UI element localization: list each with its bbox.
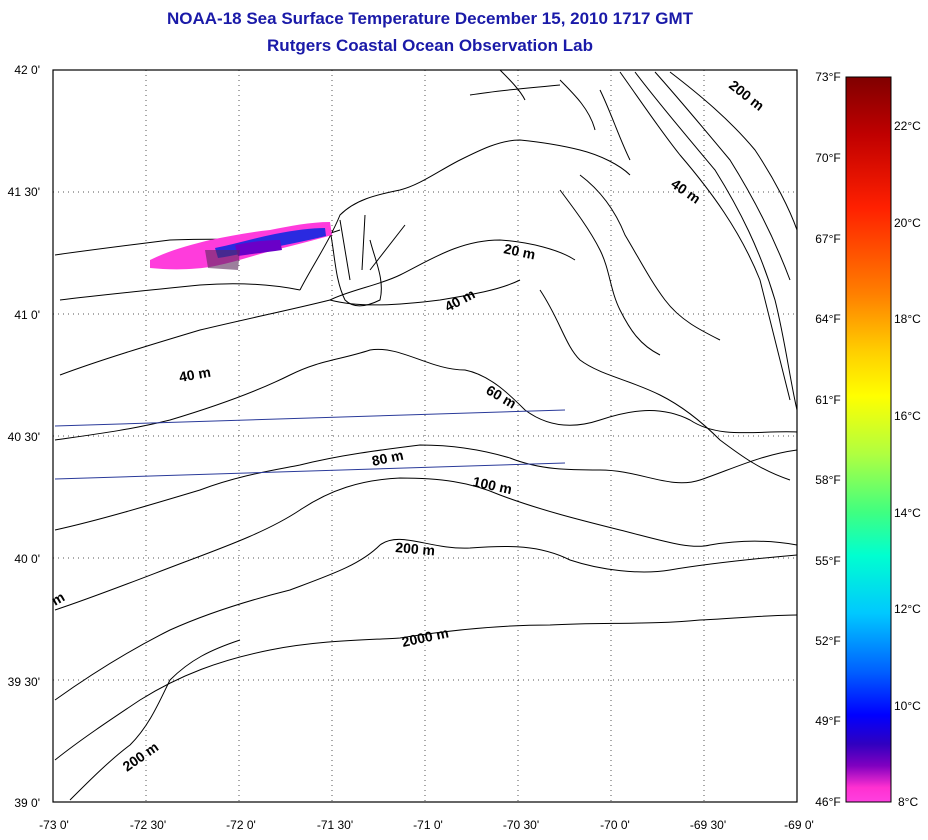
- contour-label-40m-ne: 40 m: [668, 175, 703, 206]
- colorbar-f-46: 46°F: [815, 795, 841, 809]
- colorbar-c-22: 22°C: [894, 119, 921, 133]
- colorbar-f-58: 58°F: [815, 473, 841, 487]
- colorbar-c-18: 18°C: [894, 312, 921, 326]
- lon-label-70-30: -70 30': [502, 818, 540, 832]
- contour-label-100m: 100 m: [471, 473, 513, 497]
- colorbar-c-8: 8°C: [898, 795, 919, 809]
- contour-label-m-edge: m: [49, 589, 68, 609]
- contour-label-200m-sw: 200 m: [120, 739, 162, 775]
- colorbar-c-10: 10°C: [894, 699, 921, 713]
- contour-label-2000m: 2000 m: [400, 624, 450, 650]
- colorbar-f-61: 61°F: [815, 393, 841, 407]
- lat-label-41-30: 41 30': [7, 185, 40, 199]
- contour-label-80m: 80 m: [370, 447, 405, 469]
- colorbar-f-73: 73°F: [815, 70, 841, 84]
- colorbar-c-16: 16°C: [894, 409, 921, 423]
- contour-label-40m-mid: 40 m: [442, 286, 478, 315]
- lon-label-72-30: -72 30': [129, 818, 167, 832]
- contour-label-40m-west: 40 m: [178, 364, 212, 385]
- lat-label-42: 42 0': [14, 63, 40, 77]
- colorbar-c-20: 20°C: [894, 216, 921, 230]
- colorbar-f-70: 70°F: [815, 151, 841, 165]
- contour-label-20m: 20 m: [502, 240, 537, 262]
- contour-label-60m: 60 m: [484, 382, 520, 412]
- lat-label-40-30: 40 30': [7, 430, 40, 444]
- colorbar-f-64: 64°F: [815, 312, 841, 326]
- lon-label-69: -69 0': [784, 818, 814, 832]
- colorbar-c-12: 12°C: [894, 602, 921, 616]
- contour-label-200m-ne: 200 m: [726, 77, 767, 114]
- lat-label-39: 39 0': [14, 796, 40, 810]
- colorbar-f-52: 52°F: [815, 634, 841, 648]
- colorbar: [845, 76, 892, 803]
- lon-label-71-30: -71 30': [316, 818, 354, 832]
- lon-label-70: -70 0': [600, 818, 630, 832]
- lon-label-71: -71 0': [413, 818, 443, 832]
- map-grid: [53, 70, 797, 802]
- bathymetry-contours: [54, 69, 798, 801]
- contour-labels: 200 m 40 m 20 m 40 m 40 m 60 m 80 m 100 …: [49, 77, 768, 775]
- contour-label-200m: 200 m: [395, 539, 436, 558]
- map-title: NOAA-18 Sea Surface Temperature December…: [167, 9, 693, 28]
- lon-label-69-30: -69 30': [689, 818, 727, 832]
- lat-label-39-30: 39 30': [7, 675, 40, 689]
- sst-data-patches: [150, 222, 332, 270]
- lat-label-41: 41 0': [14, 308, 40, 322]
- colorbar-f-55: 55°F: [815, 554, 841, 568]
- colorbar-f-67: 67°F: [815, 232, 841, 246]
- lat-label-40: 40 0': [14, 552, 40, 566]
- satellite-tracks: [54, 409, 566, 480]
- map-subtitle: Rutgers Coastal Ocean Observation Lab: [267, 36, 593, 55]
- lon-label-73: -73 0': [39, 818, 69, 832]
- colorbar-c-14: 14°C: [894, 506, 921, 520]
- colorbar-f-49: 49°F: [815, 714, 841, 728]
- lon-label-72: -72 0': [226, 818, 256, 832]
